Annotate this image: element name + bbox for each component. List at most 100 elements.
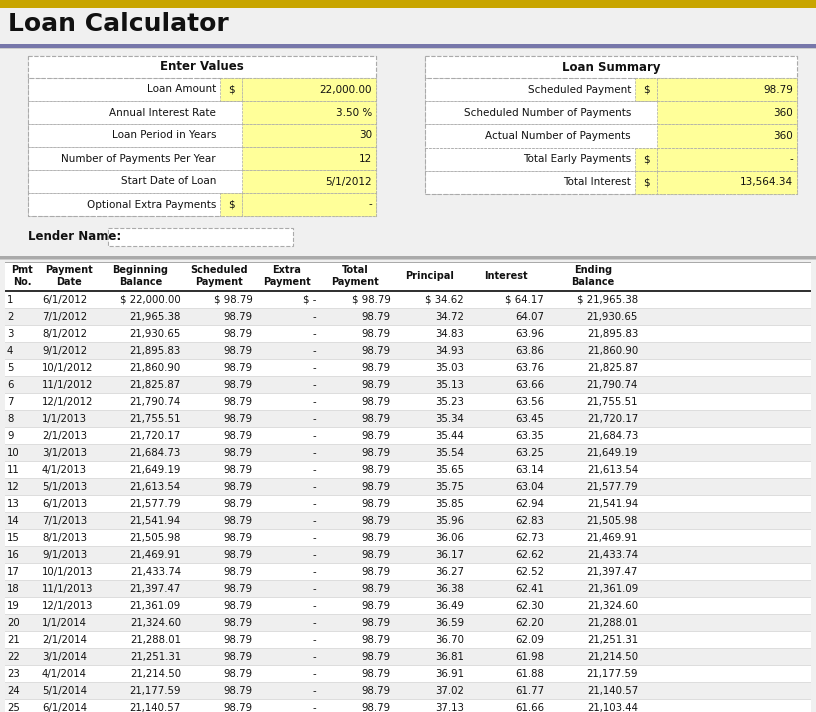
Text: 98.79: 98.79	[361, 499, 391, 509]
Text: Ending
Balance: Ending Balance	[571, 265, 614, 287]
Bar	[5, 444, 811, 461]
Text: 22,000.00: 22,000.00	[320, 85, 372, 95]
Bar	[0, 256, 816, 259]
Text: 21,790.74: 21,790.74	[587, 380, 638, 390]
Text: 62.62: 62.62	[515, 550, 544, 560]
Text: 5/1/2014: 5/1/2014	[42, 686, 87, 696]
Bar	[0, 0, 816, 8]
Text: 21,469.91: 21,469.91	[130, 550, 181, 560]
Text: 23: 23	[7, 669, 20, 679]
Text: 12/1/2013: 12/1/2013	[42, 601, 93, 611]
Bar	[425, 101, 797, 125]
Text: 9: 9	[7, 431, 14, 441]
Text: 24: 24	[7, 686, 20, 696]
Text: -: -	[313, 652, 316, 662]
Text: 98.79: 98.79	[361, 346, 391, 356]
Text: 21,930.65: 21,930.65	[130, 329, 181, 339]
Text: 98.79: 98.79	[361, 550, 391, 560]
Text: 21,613.54: 21,613.54	[587, 465, 638, 475]
Text: $ 22,000.00: $ 22,000.00	[120, 295, 181, 305]
Bar	[5, 683, 811, 699]
Text: 21,288.01: 21,288.01	[130, 635, 181, 645]
Text: Beginning
Balance: Beginning Balance	[113, 265, 168, 287]
Bar	[28, 193, 376, 216]
Bar	[5, 342, 811, 360]
Text: 6/1/2012: 6/1/2012	[42, 295, 87, 305]
Text: Loan Amount: Loan Amount	[147, 85, 216, 95]
Text: 21,649.19: 21,649.19	[130, 465, 181, 475]
Text: 63.96: 63.96	[515, 329, 544, 339]
Text: Total
Payment: Total Payment	[331, 265, 379, 287]
Text: 21,505.98: 21,505.98	[130, 533, 181, 543]
Text: 13,564.34: 13,564.34	[740, 177, 793, 187]
Bar	[28, 170, 376, 193]
Text: 98.79: 98.79	[361, 482, 391, 492]
Text: 98.79: 98.79	[361, 414, 391, 424]
Text: 3/1/2013: 3/1/2013	[42, 448, 87, 458]
Text: 35.54: 35.54	[435, 448, 464, 458]
Text: 61.77: 61.77	[515, 686, 544, 696]
Text: 35.23: 35.23	[435, 397, 464, 407]
Text: 61.88: 61.88	[515, 669, 544, 679]
Bar	[0, 259, 816, 260]
Bar	[5, 563, 811, 580]
Text: 63.56: 63.56	[515, 397, 544, 407]
Text: 21,825.87: 21,825.87	[130, 380, 181, 390]
Text: -: -	[313, 397, 316, 407]
Bar	[5, 699, 811, 712]
Text: 22: 22	[7, 652, 20, 662]
Bar	[5, 649, 811, 666]
Text: 98.79: 98.79	[224, 465, 253, 475]
Text: -: -	[313, 448, 316, 458]
Text: 98.79: 98.79	[361, 601, 391, 611]
Text: 98.79: 98.79	[224, 414, 253, 424]
Text: 63.45: 63.45	[515, 414, 544, 424]
Text: 21,720.17: 21,720.17	[130, 431, 181, 441]
Text: 21,140.57: 21,140.57	[587, 686, 638, 696]
Text: Pmt
No.: Pmt No.	[11, 265, 33, 287]
Text: 8: 8	[7, 414, 13, 424]
Bar	[425, 78, 797, 101]
Text: 35.65: 35.65	[435, 465, 464, 475]
Bar	[220, 78, 242, 101]
Text: 3: 3	[7, 329, 13, 339]
Text: $ 21,965.38: $ 21,965.38	[577, 295, 638, 305]
Text: 6: 6	[7, 380, 14, 390]
Text: 98.79: 98.79	[224, 635, 253, 645]
Bar	[657, 125, 797, 147]
Bar	[108, 228, 293, 246]
Text: 62.09: 62.09	[515, 635, 544, 645]
Text: 35.44: 35.44	[435, 431, 464, 441]
Bar	[5, 290, 811, 291]
Text: 17: 17	[7, 567, 20, 577]
Text: 98.79: 98.79	[361, 618, 391, 628]
Text: -: -	[313, 516, 316, 526]
Bar	[242, 147, 376, 170]
Text: 21,433.74: 21,433.74	[587, 550, 638, 560]
Text: 35.13: 35.13	[435, 380, 464, 390]
Bar	[635, 78, 657, 101]
Bar	[28, 78, 376, 101]
Text: 98.79: 98.79	[224, 652, 253, 662]
Text: 98.79: 98.79	[224, 448, 253, 458]
Text: 21,577.79: 21,577.79	[587, 482, 638, 492]
Text: 9/1/2012: 9/1/2012	[42, 346, 87, 356]
Text: 98.79: 98.79	[224, 669, 253, 679]
Text: Scheduled Number of Payments: Scheduled Number of Payments	[463, 108, 631, 117]
Text: 21,177.59: 21,177.59	[130, 686, 181, 696]
Text: 21,577.79: 21,577.79	[130, 499, 181, 509]
Bar	[28, 147, 376, 170]
Text: 25: 25	[7, 703, 20, 712]
Text: 98.79: 98.79	[361, 465, 391, 475]
Text: 9/1/2013: 9/1/2013	[42, 550, 87, 560]
Text: 98.79: 98.79	[361, 669, 391, 679]
Text: 98.79: 98.79	[361, 533, 391, 543]
Bar	[5, 325, 811, 342]
Text: 98.79: 98.79	[361, 567, 391, 577]
Text: 62.52: 62.52	[515, 567, 544, 577]
Text: -: -	[313, 601, 316, 611]
Text: 21,469.91: 21,469.91	[587, 533, 638, 543]
Text: Start Date of Loan: Start Date of Loan	[121, 177, 216, 187]
Text: -: -	[313, 482, 316, 492]
Text: 21,433.74: 21,433.74	[130, 567, 181, 577]
